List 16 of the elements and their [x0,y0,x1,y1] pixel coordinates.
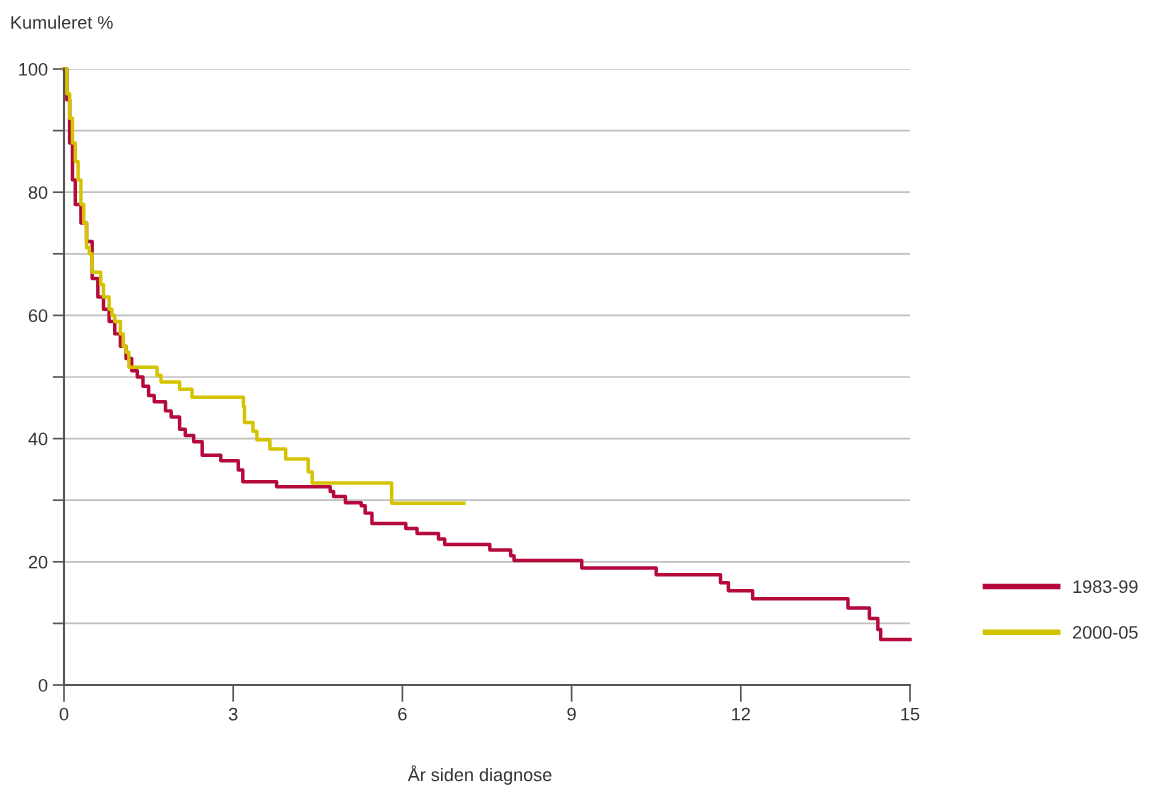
y-tick-label: 60 [28,309,48,323]
x-tick-label: 0 [59,707,69,721]
y-tick-label: 80 [28,186,48,199]
y-tick-label: 20 [28,555,48,569]
y-tick-label: 100 [19,62,48,76]
y-tick-label: 0 [38,678,48,692]
x-axis-title: År siden diagnose [407,765,552,785]
legend-label: 2000-05 [1073,626,1138,639]
x-tick-label: 15 [901,707,920,721]
x-tick-label: 9 [567,707,576,721]
legend-label: 1983-99 [1073,580,1138,594]
x-tick-label: 12 [732,707,750,721]
y-axis-title: Kumuleret % [11,15,113,29]
y-tick-label: 40 [28,432,48,446]
x-tick-label: 6 [398,707,407,721]
x-tick-label: 3 [228,707,238,721]
